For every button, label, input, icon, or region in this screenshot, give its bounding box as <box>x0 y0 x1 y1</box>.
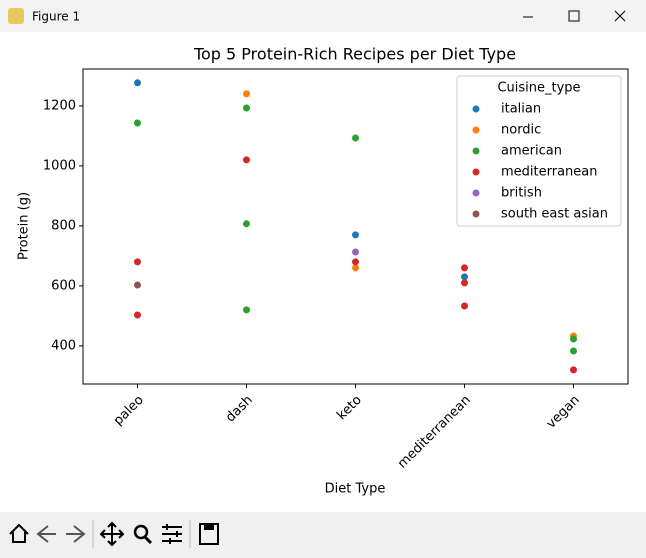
data-point <box>352 264 359 272</box>
toolbar <box>0 512 646 558</box>
legend-marker <box>472 210 480 218</box>
close-button[interactable] <box>614 10 626 22</box>
forward-button[interactable] <box>66 525 86 543</box>
data-point <box>352 231 359 239</box>
data-point <box>461 279 468 287</box>
zoom-handle <box>143 535 153 545</box>
data-point <box>134 79 141 87</box>
y-tick-label: 600 <box>51 278 76 293</box>
back-button[interactable] <box>36 525 56 543</box>
y-tick-label: 1200 <box>43 98 76 113</box>
legend-marker <box>472 168 480 176</box>
data-point <box>243 220 250 228</box>
data-point <box>570 335 577 343</box>
x-tick-label: keto <box>334 393 365 424</box>
title-bar <box>0 0 646 32</box>
configure-button[interactable] <box>162 524 182 544</box>
app-icon <box>8 8 24 24</box>
x-tick-label: dash <box>223 393 256 426</box>
x-tick-label: paleo <box>111 393 147 429</box>
x-axis-label: Diet Type <box>325 482 386 497</box>
data-point <box>243 306 250 314</box>
y-tick-label: 400 <box>51 338 76 353</box>
window-title: Figure 1 <box>32 10 80 24</box>
legend-label: american <box>501 144 562 159</box>
data-point <box>134 281 141 289</box>
legend-label: nordic <box>501 123 541 138</box>
zoom-button[interactable] <box>133 524 149 540</box>
y-tick-label: 1000 <box>43 158 76 173</box>
data-point <box>570 366 577 374</box>
data-point <box>461 302 468 310</box>
data-point <box>243 90 250 98</box>
y-tick-label: 800 <box>51 218 76 233</box>
data-point <box>134 119 141 127</box>
legend-marker <box>472 147 480 155</box>
legend-label: mediterranean <box>501 165 598 180</box>
legend-label: british <box>501 186 542 201</box>
home-button[interactable] <box>9 523 29 543</box>
data-point <box>352 134 359 142</box>
save-icon-part <box>204 524 214 530</box>
legend-title: Cuisine_type <box>497 81 580 96</box>
data-point <box>134 258 141 266</box>
legend-marker <box>472 189 480 197</box>
data-point <box>134 311 141 319</box>
data-point <box>243 156 250 164</box>
x-tick-label: vegan <box>544 393 583 432</box>
data-point <box>461 273 468 281</box>
data-point <box>243 104 250 112</box>
data-point <box>352 258 359 266</box>
chart-title: Top 5 Protein-Rich Recipes per Diet Type <box>193 45 516 64</box>
legend-marker <box>472 105 480 113</box>
data-point <box>352 248 359 256</box>
y-axis-label: Protein (g) <box>17 192 32 260</box>
data-point <box>461 264 468 272</box>
x-tick-label: mediterranean <box>395 393 474 472</box>
pan-button[interactable] <box>99 521 125 547</box>
legend-label: italian <box>501 102 541 117</box>
data-point <box>570 347 577 355</box>
legend-label: south east asian <box>501 207 608 222</box>
legend-marker <box>472 126 480 134</box>
maximize-button[interactable] <box>568 10 580 22</box>
legend-box <box>456 75 622 227</box>
